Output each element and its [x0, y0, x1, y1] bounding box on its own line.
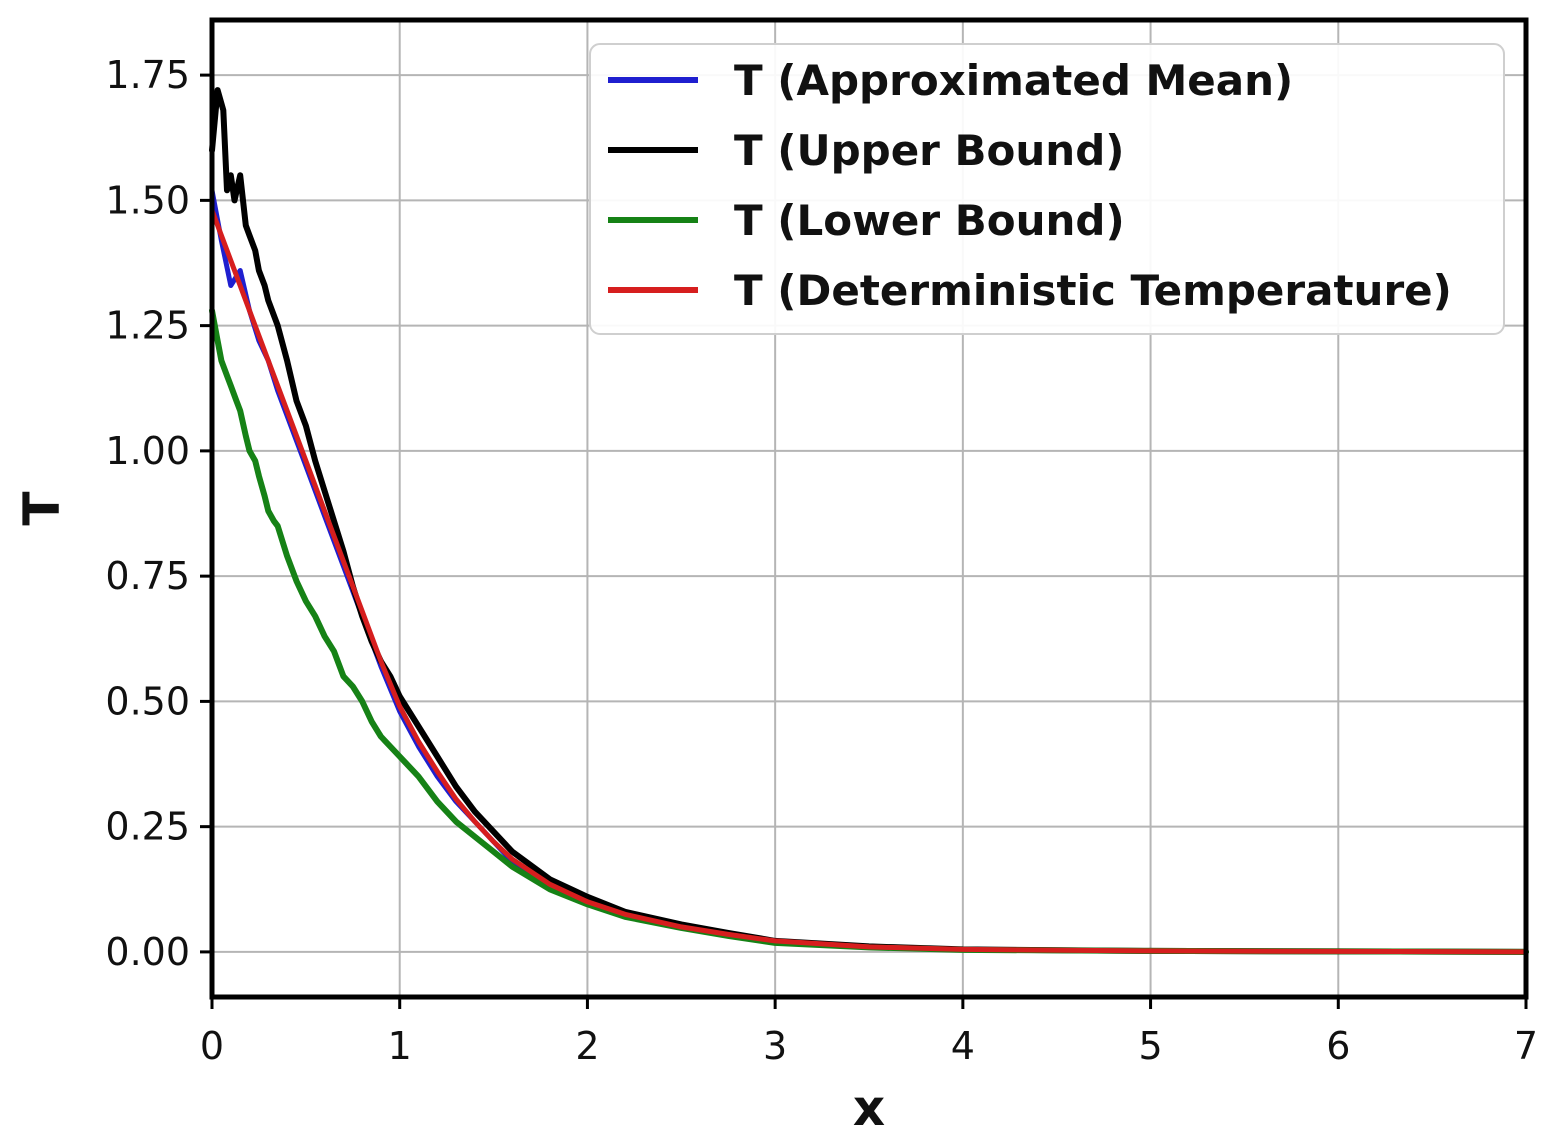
legend-label: T (Upper Bound)	[734, 126, 1124, 175]
y-tick-label: 0.75	[105, 554, 190, 598]
x-tick-label: 4	[951, 1024, 975, 1068]
legend-label: T (Lower Bound)	[734, 196, 1125, 245]
x-tick-label: 1	[388, 1024, 412, 1068]
x-axis-title: x	[853, 1079, 885, 1137]
y-tick-label: 1.50	[105, 178, 190, 222]
x-tick-label: 7	[1514, 1024, 1538, 1068]
y-tick-label: 0.50	[105, 679, 190, 723]
x-axis-ticks: 0 1 2 3 4 5 6 7	[200, 997, 1538, 1068]
x-tick-label: 5	[1138, 1024, 1162, 1068]
legend: T (Approximated Mean) T (Upper Bound) T (L…	[589, 43, 1505, 335]
y-tick-label: 1.00	[105, 429, 190, 473]
series-lines	[209, 87, 1529, 955]
x-tick-label: 3	[763, 1024, 787, 1068]
y-tick-label: 0.25	[105, 805, 190, 849]
y-axis-ticks: 0.00 0.25 0.50 0.75 1.00 1.25 1.50 1.75	[105, 53, 212, 974]
series-line-4	[209, 207, 1529, 955]
legend-label: T (Approximated Mean)	[734, 56, 1293, 105]
y-axis-title: T	[13, 491, 71, 525]
x-tick-label: 0	[200, 1024, 224, 1068]
plot-frame	[209, 17, 1529, 1000]
y-tick-label: 1.25	[105, 304, 190, 348]
legend-box	[589, 43, 1505, 335]
legend-label: T (Deterministic Temperature)	[734, 266, 1452, 315]
x-tick-label: 6	[1326, 1024, 1350, 1068]
y-tick-label: 0.00	[105, 930, 190, 974]
y-tick-label: 1.75	[105, 53, 190, 97]
x-tick-label: 2	[575, 1024, 599, 1068]
